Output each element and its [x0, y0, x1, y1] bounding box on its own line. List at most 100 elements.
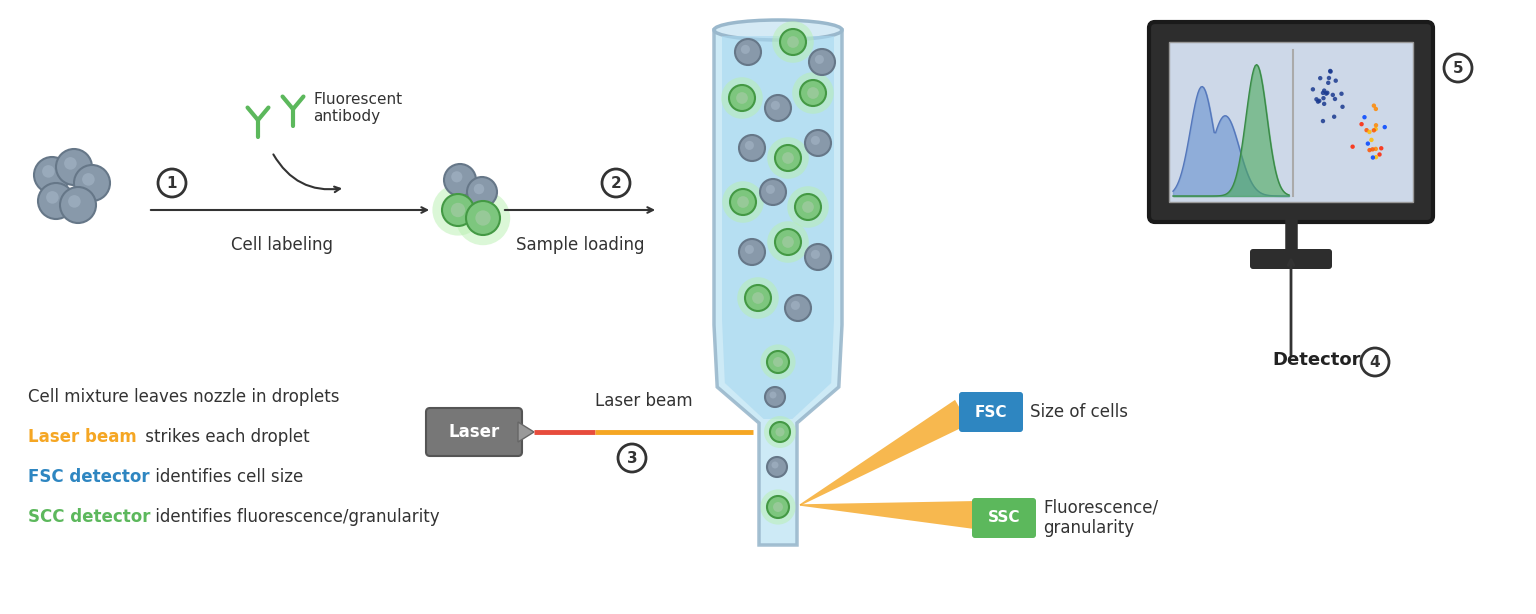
Circle shape: [730, 189, 756, 215]
Polygon shape: [518, 422, 535, 442]
Circle shape: [766, 457, 786, 477]
Circle shape: [1339, 91, 1344, 96]
Circle shape: [722, 77, 763, 119]
Circle shape: [722, 181, 763, 223]
Circle shape: [602, 169, 630, 197]
Text: 4: 4: [1370, 354, 1381, 370]
Circle shape: [1329, 69, 1333, 74]
Circle shape: [773, 502, 783, 512]
Circle shape: [811, 136, 820, 145]
Circle shape: [41, 165, 55, 177]
Circle shape: [452, 171, 462, 182]
Circle shape: [450, 203, 465, 217]
Circle shape: [1372, 104, 1376, 108]
Text: 2: 2: [611, 176, 622, 190]
Text: identifies cell size: identifies cell size: [151, 468, 303, 486]
Circle shape: [617, 444, 647, 472]
Circle shape: [796, 194, 822, 220]
Circle shape: [1341, 104, 1344, 109]
Circle shape: [1367, 148, 1372, 152]
Circle shape: [800, 80, 826, 106]
Circle shape: [805, 130, 831, 156]
Circle shape: [444, 164, 476, 196]
FancyBboxPatch shape: [972, 498, 1035, 538]
Text: SSC: SSC: [988, 510, 1020, 526]
Circle shape: [770, 422, 790, 442]
Circle shape: [1322, 102, 1327, 106]
Circle shape: [740, 45, 750, 54]
Circle shape: [737, 196, 750, 208]
Circle shape: [771, 101, 780, 110]
Circle shape: [1333, 97, 1338, 101]
Circle shape: [1364, 128, 1369, 133]
Circle shape: [780, 29, 806, 55]
Text: identifies fluorescence/granularity: identifies fluorescence/granularity: [151, 508, 439, 526]
Circle shape: [765, 95, 791, 121]
Circle shape: [1369, 138, 1373, 142]
Text: 5: 5: [1453, 61, 1464, 76]
Text: Laser beam: Laser beam: [594, 392, 693, 410]
Circle shape: [766, 185, 776, 194]
Circle shape: [1370, 155, 1375, 160]
Text: 1: 1: [167, 176, 177, 190]
Circle shape: [465, 201, 501, 235]
Polygon shape: [800, 400, 969, 505]
Circle shape: [1373, 127, 1378, 131]
Circle shape: [791, 301, 800, 310]
Circle shape: [1327, 76, 1332, 80]
Circle shape: [1373, 123, 1378, 128]
Text: 3: 3: [627, 451, 637, 465]
Circle shape: [739, 135, 765, 161]
Circle shape: [771, 462, 779, 468]
Circle shape: [793, 72, 834, 114]
Circle shape: [1316, 99, 1321, 103]
Text: Size of cells: Size of cells: [1031, 403, 1127, 421]
Circle shape: [46, 191, 58, 204]
Circle shape: [782, 152, 794, 164]
Circle shape: [1329, 69, 1332, 73]
Circle shape: [802, 201, 814, 213]
Circle shape: [736, 92, 748, 104]
Text: Sample loading: Sample loading: [516, 236, 644, 254]
Circle shape: [786, 36, 799, 48]
FancyBboxPatch shape: [958, 392, 1023, 432]
Circle shape: [442, 194, 475, 226]
Circle shape: [456, 191, 510, 245]
Circle shape: [1382, 125, 1387, 130]
Circle shape: [776, 427, 785, 437]
Circle shape: [739, 239, 765, 265]
Circle shape: [1367, 130, 1372, 134]
Text: strikes each droplet: strikes each droplet: [140, 428, 310, 446]
Circle shape: [809, 49, 836, 75]
Circle shape: [1350, 144, 1355, 149]
Circle shape: [1359, 122, 1364, 126]
Circle shape: [1373, 147, 1378, 151]
Text: SCC detector: SCC detector: [28, 508, 151, 526]
Circle shape: [736, 39, 760, 65]
Text: Fluorescence/
granularity: Fluorescence/ granularity: [1043, 499, 1158, 537]
FancyBboxPatch shape: [425, 408, 522, 456]
Circle shape: [776, 145, 800, 171]
Circle shape: [776, 229, 800, 255]
Circle shape: [1322, 88, 1327, 93]
Circle shape: [1315, 97, 1319, 101]
Circle shape: [34, 157, 71, 193]
Text: FSC detector: FSC detector: [28, 468, 149, 486]
Circle shape: [1324, 91, 1329, 96]
Circle shape: [467, 177, 498, 207]
Circle shape: [753, 292, 763, 304]
Text: Fluorescent
antibody: Fluorescent antibody: [313, 92, 402, 124]
Circle shape: [60, 187, 97, 223]
Circle shape: [1321, 119, 1326, 123]
Circle shape: [74, 165, 111, 201]
Circle shape: [737, 277, 779, 319]
Circle shape: [68, 195, 81, 208]
Circle shape: [1316, 99, 1321, 104]
Circle shape: [745, 285, 771, 311]
Circle shape: [1332, 115, 1336, 119]
Circle shape: [763, 416, 796, 448]
Text: FSC: FSC: [975, 405, 1008, 419]
Circle shape: [1378, 152, 1382, 157]
Circle shape: [1362, 115, 1367, 119]
FancyBboxPatch shape: [1250, 249, 1332, 269]
